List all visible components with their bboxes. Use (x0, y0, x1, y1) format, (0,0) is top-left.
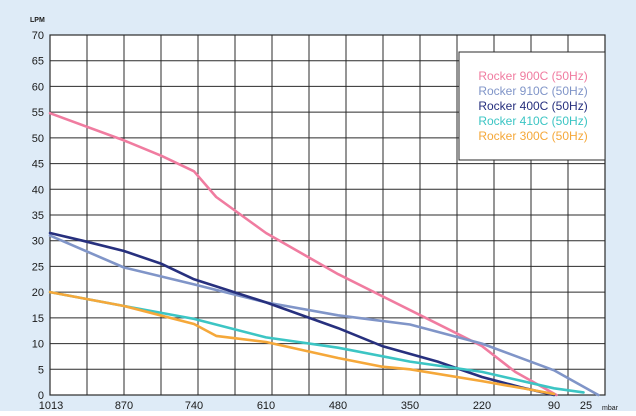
series-line (48, 234, 600, 397)
legend-entry: Rocker 900C (50Hz) (478, 69, 587, 83)
y-tick-label: 65 (32, 56, 44, 68)
y-tick-label: 0 (38, 390, 44, 402)
x-tick-label: 25 (580, 400, 592, 411)
y-tick-label: 15 (32, 313, 44, 325)
legend-entry: Rocker 410C (50Hz) (478, 114, 587, 128)
legend-entry: Rocker 910C (50Hz) (478, 84, 587, 98)
x-axis-label: mbar (602, 405, 619, 411)
y-tick-label: 70 (32, 30, 44, 42)
y-tick-label: 20 (32, 287, 44, 299)
y-tick-label: 25 (32, 261, 44, 273)
y-tick-label: 40 (32, 184, 44, 196)
y-tick-label: 30 (32, 236, 44, 248)
series-layer (48, 111, 600, 397)
y-tick-label: 35 (32, 210, 44, 222)
y-tick-label: 10 (32, 339, 44, 351)
series-line (48, 231, 556, 397)
x-tick-label: 740 (185, 400, 203, 411)
series-line (48, 111, 558, 397)
y-tick-label: 55 (32, 107, 44, 119)
legend-box (458, 51, 606, 161)
x-tick-label: 480 (329, 400, 347, 411)
y-tick-label: 50 (32, 133, 44, 145)
x-tick-label: 1013 (39, 400, 63, 411)
x-tick-label: 350 (401, 400, 419, 411)
legend-entry: Rocker 400C (50Hz) (478, 99, 587, 113)
y-tick-label: 45 (32, 159, 44, 171)
series-line (48, 290, 556, 396)
y-tick-label: 60 (32, 81, 44, 93)
y-tick-label: 5 (38, 364, 44, 376)
legend: Rocker 900C (50Hz)Rocker 910C (50Hz)Rock… (458, 51, 606, 161)
legend-entry: Rocker 300C (50Hz) (478, 129, 587, 143)
x-tick-label: 90 (548, 400, 560, 411)
y-axis-label: LPM (30, 17, 45, 24)
series-line (48, 290, 585, 394)
grid-layer (50, 35, 605, 395)
x-tick-label: 610 (257, 400, 275, 411)
x-tick-label: 870 (115, 400, 133, 411)
axis-layer: 0 5 10 15 20 25 30 35 40 45 50 55 60 65 70 1013 870 740 61… (32, 30, 592, 412)
x-tick-label: 220 (473, 400, 491, 411)
